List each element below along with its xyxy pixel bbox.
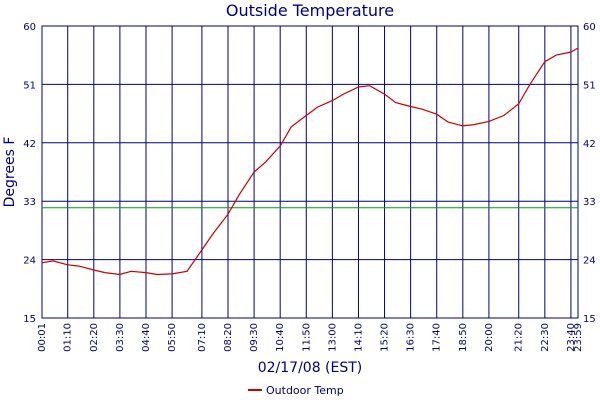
y-tick-label-left: 24 (23, 256, 36, 267)
x-tick-label: 17:40 (432, 323, 443, 352)
x-tick-label: 01:10 (63, 323, 74, 352)
chart-title: Outside Temperature (226, 1, 394, 20)
x-tick-label: 14:10 (353, 323, 364, 352)
x-tick-label: 13:00 (327, 323, 338, 352)
x-tick-label: 07:10 (197, 323, 208, 352)
y-tick-label-right: 33 (583, 197, 596, 208)
legend-label: Outdoor Temp (266, 384, 344, 397)
tick-labels: 00:01 01:10 02:20 03:30 04:40 05:50 07:10 08:20… (23, 22, 595, 352)
x-tick-label: 23:40 (566, 323, 577, 352)
x-tick-label: 10:40 (275, 323, 286, 352)
x-tick-label: 04:40 (141, 323, 152, 352)
x-tick-label: 20:00 (484, 323, 495, 352)
y-tick-label-right: 60 (583, 22, 596, 33)
x-tick-label: 11:50 (301, 323, 312, 352)
y-tick-label-left: 60 (23, 22, 36, 33)
x-tick-label: 21:20 (514, 323, 525, 352)
y-tick-label-right: 24 (583, 256, 596, 267)
x-tick-label: 00:01 (37, 323, 48, 352)
x-tick-label: 18:50 (458, 323, 469, 352)
x-tick-label: 22:30 (540, 323, 551, 352)
x-tick-label: 02:20 (89, 323, 100, 352)
x-tick-label: 08:20 (223, 323, 234, 352)
x-tick-label: 15:20 (380, 323, 391, 352)
y-tick-label-left: 15 (23, 314, 36, 325)
x-axis-label: 02/17/08 (EST) (258, 360, 363, 376)
y-tick-label-left: 42 (23, 139, 36, 150)
x-tick-label: 23:59 (573, 323, 584, 352)
y-axis-label: Degrees F (2, 137, 18, 208)
x-tick-label: 03:30 (115, 323, 126, 352)
y-tick-label-right: 42 (583, 139, 596, 150)
y-tick-label-left: 33 (23, 197, 36, 208)
y-tick-label-right: 51 (583, 80, 596, 91)
y-tick-label-left: 51 (23, 80, 36, 91)
y-tick-label-right: 15 (583, 314, 596, 325)
series-line-outdoor-temp (41, 47, 579, 276)
x-tick-label: 09:30 (249, 323, 260, 352)
x-tick-label: 16:30 (406, 323, 417, 352)
legend: Outdoor Temp (248, 384, 344, 397)
x-tick-label: 05:50 (167, 323, 178, 352)
plot-area (41, 25, 579, 319)
